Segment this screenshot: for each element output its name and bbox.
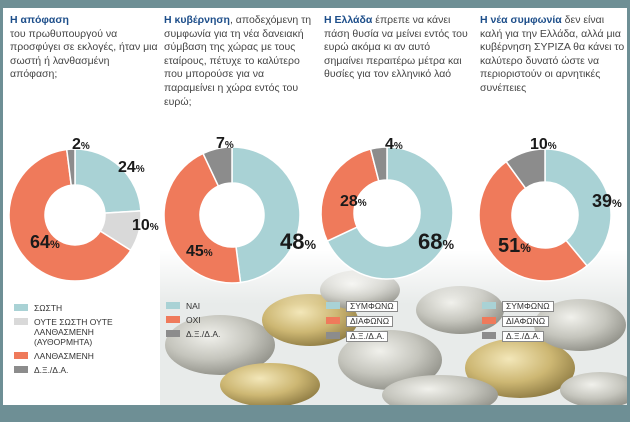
panel-1-question-text: του πρωθυπουργού να προσφύγει σε εκλογές… xyxy=(10,27,158,81)
donut-3-value-label-2: 4% xyxy=(385,136,403,153)
legend-swatch xyxy=(166,302,180,309)
right-frame-bar xyxy=(627,0,630,422)
legend-4: ΣΥΜΦΩΝΩ ΔΙΑΦΩΝΩ Δ.Ξ./Δ.Α. xyxy=(482,301,602,346)
donut-1-value-label-3: 2% xyxy=(72,136,90,153)
legend-1: ΣΩΣΤΗ ΟΥΤΕ ΣΩΣΤΗ ΟΥΤΕ ΛΑΝΘΑΣΜΕΝΗ (ΑΥΘΟΡΜ… xyxy=(14,303,154,379)
legend-swatch xyxy=(482,317,496,324)
panel-3-question-text: έπρεπε να κάνει πάση θυσία να μείνει εντ… xyxy=(324,14,468,81)
legend-4-item: Δ.Ξ./Δ.Α. xyxy=(482,331,602,342)
legend-4-label-2: Δ.Ξ./Δ.Α. xyxy=(502,331,545,342)
legend-2-label-2: Δ.Ξ./Δ.Α. xyxy=(186,329,221,339)
legend-swatch xyxy=(482,302,496,309)
legend-3-label-1: ΔΙΑΦΩΝΩ xyxy=(346,316,394,327)
legend-4-item: ΣΥΜΦΩΝΩ xyxy=(482,301,602,312)
legend-1-item: ΣΩΣΤΗ xyxy=(14,303,154,313)
legend-4-label-1: ΔΙΑΦΩΝΩ xyxy=(502,316,550,327)
legend-1-item: ΛΑΝΘΑΣΜΕΝΗ xyxy=(14,351,154,361)
legend-swatch xyxy=(14,318,28,325)
donut-1-value-label-2: 64% xyxy=(30,232,60,252)
donut-1-value-label-1: 10% xyxy=(132,217,159,234)
left-frame-bar xyxy=(0,0,3,422)
panel-2-question: Η κυβέρνηση, αποδεχόμενη τη συμφωνία για… xyxy=(164,14,312,109)
donut-1-slice-2 xyxy=(8,148,132,282)
legend-1-label-1: ΟΥΤΕ ΣΩΣΤΗ ΟΥΤΕ ΛΑΝΘΑΣΜΕΝΗ (ΑΥΘΟΡΜΗΤΑ) xyxy=(34,317,113,347)
legend-swatch xyxy=(326,302,340,309)
legend-2-item: ΟΧΙ xyxy=(166,315,286,325)
legend-3-item: Δ.Ξ./Δ.Α. xyxy=(326,331,446,342)
bottom-frame-bar xyxy=(0,405,630,422)
donut-1-slice-1 xyxy=(99,210,142,252)
legend-3-item: ΣΥΜΦΩΝΩ xyxy=(326,301,446,312)
legend-1-label-3: Δ.Ξ./Δ.Α. xyxy=(34,365,69,375)
donut-1-slice-0 xyxy=(74,148,142,214)
legend-3-label-0: ΣΥΜΦΩΝΩ xyxy=(346,301,398,312)
legend-3-label-2: Δ.Ξ./Δ.Α. xyxy=(346,331,389,342)
panel-1-question-bold: Η απόφαση xyxy=(10,14,69,26)
panel-2-question-text: , αποδεχόμενη τη συμφωνία για τη νέα δαν… xyxy=(164,14,312,108)
donut-3-slice-2 xyxy=(369,146,388,182)
panel-4-question-text: δεν είναι καλή για την Ελλάδα, αλλά μια … xyxy=(480,14,625,94)
donut-2-slice-2 xyxy=(202,146,233,188)
donut-4-slice-2 xyxy=(505,148,546,190)
legend-2-label-1: ΟΧΙ xyxy=(186,315,201,325)
legend-2-item: ΝΑΙ xyxy=(166,301,286,311)
legend-swatch xyxy=(166,330,180,337)
legend-swatch xyxy=(326,332,340,339)
legend-swatch xyxy=(482,332,496,339)
donut-2-value-label-2: 7% xyxy=(216,135,234,152)
donut-4-value-label-2: 10% xyxy=(530,136,557,153)
donut-3-slice-1 xyxy=(320,148,380,243)
legend-4-label-0: ΣΥΜΦΩΝΩ xyxy=(502,301,554,312)
panel-1-question: Η απόφαση του πρωθυπουργού να προσφύγει σ… xyxy=(10,14,158,82)
legend-2-label-0: ΝΑΙ xyxy=(186,301,201,311)
donut-4-slice-0 xyxy=(544,148,612,267)
panel-4-question: Η νέα συμφωνία δεν είναι καλή για την Ελ… xyxy=(480,14,628,96)
legend-1-item: ΟΥΤΕ ΣΩΣΤΗ ΟΥΤΕ ΛΑΝΘΑΣΜΕΝΗ (ΑΥΘΟΡΜΗΤΑ) xyxy=(14,317,154,347)
legend-3: ΣΥΜΦΩΝΩ ΔΙΑΦΩΝΩ Δ.Ξ./Δ.Α. xyxy=(326,301,446,346)
legend-swatch xyxy=(326,317,340,324)
legend-2-item: Δ.Ξ./Δ.Α. xyxy=(166,329,286,339)
legend-swatch xyxy=(166,316,180,323)
legend-1-label-2: ΛΑΝΘΑΣΜΕΝΗ xyxy=(34,351,94,361)
legend-3-item: ΔΙΑΦΩΝΩ xyxy=(326,316,446,327)
legend-1-item: Δ.Ξ./Δ.Α. xyxy=(14,365,154,375)
legend-swatch xyxy=(14,366,28,373)
donut-1-value-label-0: 24% xyxy=(118,159,145,176)
donut-3-value-label-1: 28% xyxy=(340,193,367,210)
legend-4-item: ΔΙΑΦΩΝΩ xyxy=(482,316,602,327)
panel-4-question-bold: Η νέα συμφωνία xyxy=(480,14,562,26)
top-frame-bar xyxy=(0,0,630,8)
legend-swatch xyxy=(14,304,28,311)
legend-swatch xyxy=(14,352,28,359)
panel-2-question-bold: Η κυβέρνηση xyxy=(164,14,230,26)
panel-3-question-bold: Η Ελλάδα xyxy=(324,14,373,26)
donut-1-slice-3 xyxy=(65,148,76,187)
legend-2: ΝΑΙ ΟΧΙ Δ.Ξ./Δ.Α. xyxy=(166,301,286,343)
panel-3-question: Η Ελλάδα έπρεπε να κάνει πάση θυσία να μ… xyxy=(324,14,472,82)
donut-4-value-label-0: 39% xyxy=(592,191,622,211)
legend-1-label-0: ΣΩΣΤΗ xyxy=(34,303,63,313)
